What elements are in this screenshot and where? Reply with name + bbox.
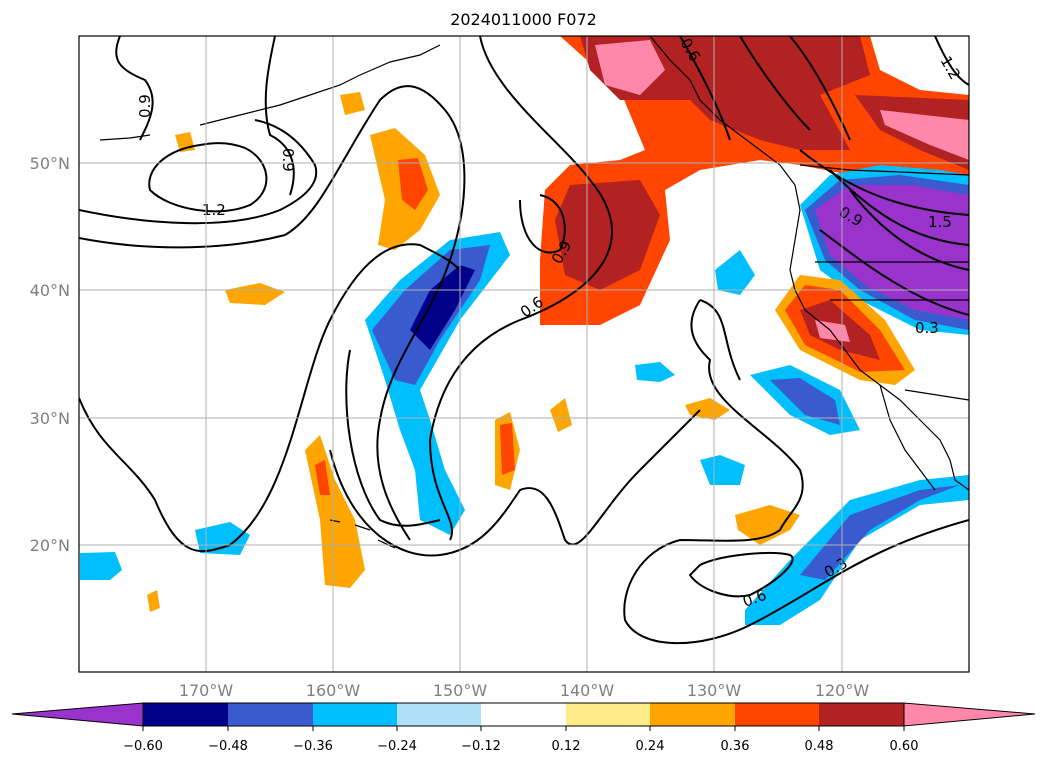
colorbar: −0.60 −0.48 −0.36 −0.24 −0.12 0.12 0.24 … bbox=[11, 702, 1036, 754]
contour-line bbox=[329, 409, 701, 557]
colorbar-tick-label: −0.36 bbox=[293, 739, 333, 754]
positive-anomaly-blob-7 bbox=[500, 423, 515, 475]
colorbar-segment bbox=[566, 703, 650, 726]
positive-anomaly-blob-8 bbox=[735, 505, 800, 545]
contour-line bbox=[148, 142, 268, 213]
colorbar-segment bbox=[481, 703, 566, 726]
colorbar-segment bbox=[228, 703, 313, 726]
coastlines bbox=[99, 36, 969, 549]
colorbar-tick-marks bbox=[142, 726, 905, 731]
negative-anomaly-blob-5 bbox=[770, 378, 840, 425]
lon-tick-label: 120°W bbox=[815, 681, 870, 700]
colorbar-tick-label: 0.12 bbox=[552, 739, 581, 754]
colorbar-tick-label: −0.60 bbox=[123, 739, 163, 754]
positive-anomaly-north-60 bbox=[595, 40, 665, 95]
lon-tick-label: 130°W bbox=[687, 681, 742, 700]
colorbar-tick-label: −0.12 bbox=[461, 739, 501, 754]
map-plot-area: 0.9 0.9 1.2 0.9 0.6 0.6 0.3 0.9 1.5 0.3 … bbox=[78, 35, 970, 673]
positive-anomaly-north bbox=[540, 36, 969, 325]
positive-anomaly-blob-3 bbox=[225, 283, 285, 305]
contour-label: 1.2 bbox=[202, 201, 226, 219]
coastline-west-coast bbox=[789, 184, 969, 491]
map-title: 2024011000 F072 bbox=[450, 10, 597, 29]
colorbar-segment bbox=[143, 703, 228, 726]
colorbar-segment bbox=[397, 703, 481, 726]
lon-tick-label: 170°W bbox=[179, 681, 234, 700]
contour-line bbox=[849, 189, 969, 271]
colorbar-frame bbox=[142, 702, 905, 727]
contour-label: 0.3 bbox=[915, 319, 939, 337]
contour-lines bbox=[79, 36, 969, 645]
colorbar-tick-label: 0.36 bbox=[721, 739, 750, 754]
negative-anomaly-blob-6 bbox=[195, 522, 250, 555]
colorbar-segment bbox=[650, 703, 735, 726]
lon-tick-label: 140°W bbox=[560, 681, 615, 700]
colorbar-segment bbox=[819, 703, 904, 726]
state-border bbox=[815, 261, 969, 401]
coastline-canada-interior bbox=[799, 164, 969, 176]
contour-line bbox=[345, 349, 441, 527]
contour-line bbox=[679, 36, 731, 141]
coastline-alaska-panhandle bbox=[649, 36, 796, 186]
gridlines bbox=[79, 36, 969, 672]
longitude-labels: 170°W 160°W 150°W 140°W 130°W 120°W bbox=[179, 681, 870, 700]
latitude-labels: 50°N 40°N 30°N 20°N bbox=[30, 154, 70, 555]
negative-anomaly-blob-2 bbox=[700, 455, 745, 485]
lat-tick-label: 20°N bbox=[30, 536, 70, 555]
colorbar-tick-label: 0.60 bbox=[890, 739, 919, 754]
contour-label: 0.9 bbox=[279, 148, 297, 172]
contour-line bbox=[934, 36, 969, 86]
contour-line bbox=[688, 552, 794, 598]
colorbar-tick-label: −0.48 bbox=[208, 739, 248, 754]
lon-tick-label: 150°W bbox=[433, 681, 488, 700]
contour-line bbox=[79, 119, 318, 225]
coastline-aleutians bbox=[99, 44, 441, 141]
positive-anomaly-ne-60 bbox=[880, 110, 969, 160]
positive-anomaly-blob-13 bbox=[147, 590, 160, 612]
contour-line bbox=[519, 194, 566, 254]
positive-anomaly-blob-10 bbox=[340, 92, 365, 115]
negative-anomaly-central-48 bbox=[410, 265, 475, 350]
contour-label: 0.9 bbox=[136, 94, 154, 118]
coastline-baja bbox=[879, 384, 936, 491]
contour-line bbox=[428, 36, 614, 541]
colorbar-tick-label: 0.48 bbox=[805, 739, 834, 754]
lon-tick-label: 160°W bbox=[306, 681, 361, 700]
contour-line bbox=[79, 243, 461, 553]
contour-line bbox=[264, 36, 295, 196]
coastline-hawaii bbox=[329, 519, 396, 549]
contour-line bbox=[829, 169, 969, 246]
colorbar-extend-high bbox=[903, 702, 1036, 727]
colorbar-segment bbox=[313, 703, 397, 726]
contour-label: 1.5 bbox=[928, 213, 952, 231]
negative-anomaly-subtropics bbox=[745, 475, 969, 625]
colorbar-tick-label: 0.24 bbox=[636, 739, 665, 754]
negative-anomaly-subtropics-36 bbox=[800, 485, 960, 580]
colorbar-tick-label: −0.24 bbox=[377, 739, 417, 754]
contour-line bbox=[699, 299, 741, 381]
colorbar-segment bbox=[735, 703, 819, 726]
lat-tick-label: 30°N bbox=[30, 409, 70, 428]
positive-anomaly-blob-12 bbox=[550, 398, 572, 432]
contour-line bbox=[115, 36, 154, 141]
lat-tick-label: 40°N bbox=[30, 281, 70, 300]
negative-anomaly-blob-3 bbox=[635, 362, 675, 382]
contour-line bbox=[819, 229, 969, 316]
contour-line bbox=[376, 109, 466, 541]
positive-anomaly-center-48 bbox=[555, 180, 660, 290]
contour-line bbox=[79, 85, 446, 249]
positive-anomaly-blob-5 bbox=[315, 460, 330, 495]
negative-anomaly-east-60 bbox=[815, 185, 969, 320]
positive-anomaly-blob-2 bbox=[398, 158, 428, 210]
contour-line bbox=[623, 299, 969, 645]
colorbar-extend-low bbox=[11, 702, 144, 727]
negative-anomaly-blob-7 bbox=[80, 552, 122, 580]
lat-tick-label: 50°N bbox=[30, 154, 70, 173]
contour-line bbox=[789, 36, 851, 141]
contour-line bbox=[739, 36, 811, 131]
plot-frame bbox=[78, 35, 970, 673]
negative-anomaly-blob-1 bbox=[715, 250, 755, 295]
